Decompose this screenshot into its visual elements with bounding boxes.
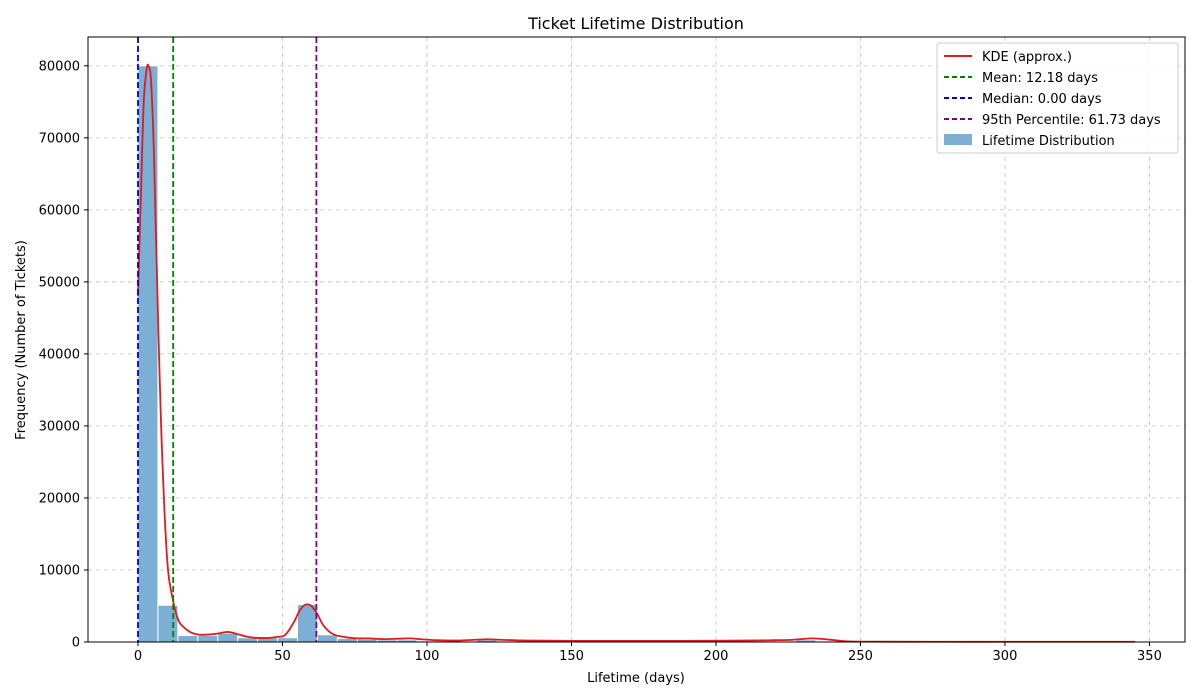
x-tick-label: 200 [704, 649, 729, 664]
legend-median-label: Median: 0.00 days [982, 92, 1102, 107]
legend: KDE (approx.) Mean: 12.18 days Median: 0… [936, 42, 1179, 154]
y-tick-label: 10000 [39, 563, 80, 578]
y-tick-label: 20000 [39, 491, 80, 506]
x-tick-label: 300 [993, 649, 1018, 664]
x-tick-label: 250 [848, 649, 873, 664]
y-tick-label: 80000 [39, 59, 80, 74]
kde-curve [137, 63, 1136, 643]
kde-curve-group [137, 63, 1136, 643]
reference-lines [137, 37, 318, 642]
y-axis-ticks: 0 10000 20000 30000 40000 50000 60000 70000 8000… [39, 59, 88, 651]
x-tick-label: 50 [274, 649, 291, 664]
histogram-bar [316, 634, 338, 643]
histogram-bar [277, 637, 299, 643]
x-axis-ticks: 0 50 100 150 200 250 300 350 [134, 642, 1162, 664]
legend-p95-label: 95th Percentile: 61.73 days [982, 113, 1161, 128]
histogram-bar [137, 65, 159, 643]
legend-kde-label: KDE (approx.) [982, 50, 1072, 65]
x-tick-label: 350 [1137, 649, 1162, 664]
legend-histogram-label: Lifetime Distribution [982, 134, 1115, 149]
y-tick-label: 30000 [39, 419, 80, 434]
y-tick-label: 50000 [39, 275, 80, 290]
legend-box [936, 42, 1179, 154]
x-tick-label: 0 [134, 649, 142, 664]
x-tick-label: 100 [415, 649, 440, 664]
y-axis-label: Frequency (Number of Tickets) [14, 240, 29, 440]
y-tick-label: 70000 [39, 131, 80, 146]
histogram-bar [217, 632, 239, 643]
legend-histogram-swatch [944, 134, 972, 145]
chart-title: Ticket Lifetime Distribution [527, 14, 744, 33]
y-tick-label: 40000 [39, 347, 80, 362]
legend-mean-label: Mean: 12.18 days [982, 71, 1098, 86]
x-tick-label: 150 [559, 649, 584, 664]
x-axis-label: Lifetime (days) [587, 671, 685, 686]
histogram-bar [177, 635, 199, 643]
histogram-bar [197, 635, 219, 643]
y-tick-label: 0 [72, 636, 80, 651]
y-tick-label: 60000 [39, 203, 80, 218]
plot-frame [87, 36, 1186, 643]
